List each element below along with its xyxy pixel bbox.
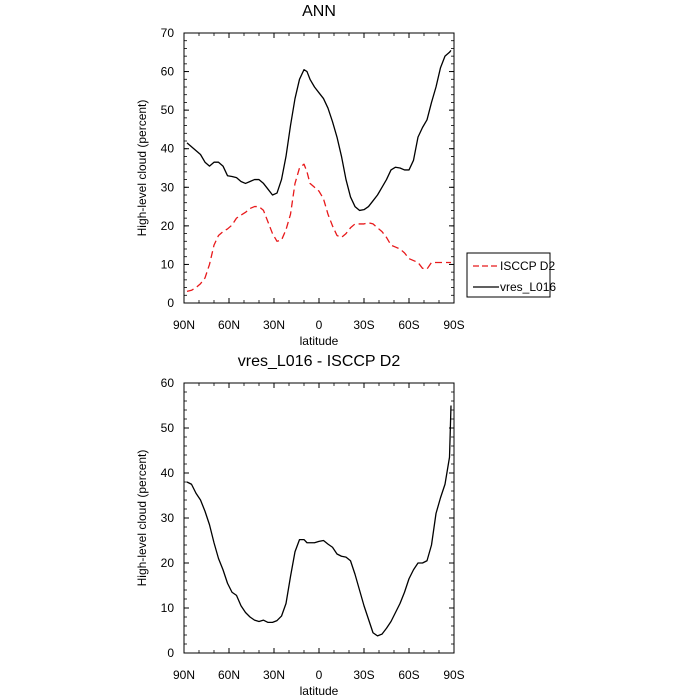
y-tick-label: 40 (161, 466, 175, 480)
y-tick-label: 50 (161, 421, 175, 435)
x-tick-label: 60S (398, 318, 419, 332)
x-tick-label: 60N (218, 318, 240, 332)
bottom-chart-panel: vres_L016 - ISCCP D2 0 10 20 30 40 50 60 90N 60N 3… (135, 353, 465, 698)
x-axis-label: latitude (300, 334, 339, 348)
plot-frame (183, 382, 455, 654)
x-tick-label: 60S (398, 668, 419, 682)
legend-label-0: ISCCP D2 (500, 259, 555, 273)
y-tick-label: 30 (161, 180, 175, 194)
y-tick-label: 60 (161, 65, 175, 79)
y-tick-label: 60 (161, 376, 175, 390)
y-tick-label: 10 (161, 601, 175, 615)
x-tick-label: 90N (173, 318, 195, 332)
chart-title: ANN (302, 3, 336, 20)
series-line-1 (186, 49, 452, 212)
legend-box (466, 252, 551, 298)
x-tick-label: 30N (263, 668, 285, 682)
x-tick-label: 90S (443, 668, 464, 682)
y-tick-label: 20 (161, 219, 175, 233)
y-axis-label: High-level cloud (percent) (135, 100, 149, 237)
y-axis-label: High-level cloud (percent) (135, 450, 149, 587)
legend-label-1: vres_L016 (500, 280, 556, 294)
y-tick-label: 10 (161, 257, 175, 271)
x-tick-label: 30S (353, 318, 374, 332)
y-tick-label: 50 (161, 103, 175, 117)
y-tick-label: 70 (161, 26, 175, 40)
chart-title: vres_L016 - ISCCP D2 (238, 353, 401, 370)
x-tick-label: 0 (316, 668, 323, 682)
x-tick-label: 30S (353, 668, 374, 682)
y-tick-label: 30 (161, 511, 175, 525)
y-tick-label: 0 (167, 296, 174, 310)
x-tick-label: 90N (173, 668, 195, 682)
x-axis-label: latitude (300, 684, 339, 698)
x-tick-label: 30N (263, 318, 285, 332)
x-tick-label: 0 (316, 318, 323, 332)
series-line-0 (186, 163, 451, 293)
series-line-0 (186, 405, 452, 637)
y-tick-label: 40 (161, 142, 175, 156)
y-tick-label: 20 (161, 556, 175, 570)
legend: ISCCP D2 vres_L016 (466, 252, 556, 298)
top-chart-panel: ANN 0 10 20 30 40 50 60 70 90N 60N 30N 0 30S 60S 90S lat… (135, 3, 465, 348)
y-tick-label: 0 (167, 646, 174, 660)
x-tick-label: 90S (443, 318, 464, 332)
x-tick-label: 60N (218, 668, 240, 682)
